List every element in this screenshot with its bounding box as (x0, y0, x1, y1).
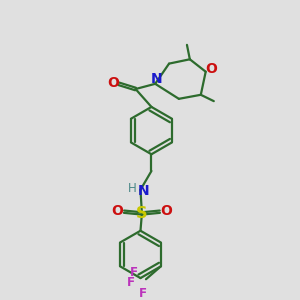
Text: O: O (108, 76, 120, 90)
Text: H: H (128, 182, 137, 195)
Text: F: F (127, 276, 135, 289)
Text: N: N (137, 184, 149, 198)
Text: O: O (112, 204, 124, 218)
Text: S: S (136, 206, 148, 221)
Text: O: O (206, 62, 218, 76)
Text: F: F (130, 266, 138, 278)
Text: F: F (139, 287, 146, 300)
Text: O: O (160, 204, 172, 218)
Text: N: N (151, 73, 162, 86)
